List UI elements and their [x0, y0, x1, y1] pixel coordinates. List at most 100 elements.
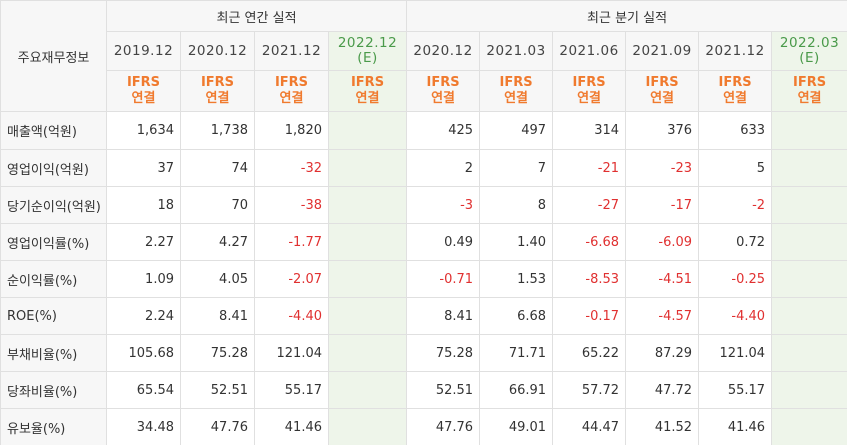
data-cell: 121.04 [699, 335, 772, 372]
period-label: 2020.12 [413, 43, 472, 59]
data-cell [329, 335, 407, 372]
data-cell [772, 112, 847, 150]
data-cell: 66.91 [480, 372, 553, 409]
data-cell: -4.40 [699, 298, 772, 335]
basis-ifrs: IFRS [187, 75, 248, 91]
period-label: 2021.12 [262, 43, 321, 59]
data-cell [329, 187, 407, 224]
data-cell: 55.17 [699, 372, 772, 409]
data-cell: 2 [407, 150, 480, 187]
period-header: 2021.09 [626, 32, 699, 71]
basis-consolidated: 연결 [559, 91, 619, 107]
basis-ifrs: IFRS [113, 75, 174, 91]
data-cell [772, 335, 847, 372]
estimate-marker: (E) [778, 51, 841, 66]
data-cell: 4.05 [181, 261, 255, 298]
data-cell: 0.72 [699, 224, 772, 261]
row-label: 유보율(%) [1, 409, 107, 445]
basis-consolidated: 연결 [335, 91, 400, 107]
period-header: 2021.12 [699, 32, 772, 71]
data-cell: 52.51 [181, 372, 255, 409]
row-label: 영업이익률(%) [1, 224, 107, 261]
data-cell [329, 224, 407, 261]
period-label: 2022.03 [780, 35, 839, 51]
data-cell: 7 [480, 150, 553, 187]
data-cell: 18 [107, 187, 181, 224]
data-cell: 2.24 [107, 298, 181, 335]
data-cell: 44.47 [553, 409, 626, 445]
data-cell: 87.29 [626, 335, 699, 372]
period-header: 2022.12(E) [329, 32, 407, 71]
data-cell: 47.72 [626, 372, 699, 409]
data-cell [772, 409, 847, 445]
data-cell [772, 298, 847, 335]
data-cell: 47.76 [407, 409, 480, 445]
period-label: 2021.03 [486, 43, 545, 59]
data-cell: 376 [626, 112, 699, 150]
period-header: 2021.03 [480, 32, 553, 71]
data-cell: 5 [699, 150, 772, 187]
data-cell: 41.46 [699, 409, 772, 445]
row-label: ROE(%) [1, 298, 107, 335]
period-label: 2021.09 [632, 43, 691, 59]
data-cell: -17 [626, 187, 699, 224]
data-cell: 52.51 [407, 372, 480, 409]
data-cell: -6.09 [626, 224, 699, 261]
data-cell: -32 [255, 150, 329, 187]
data-cell [772, 372, 847, 409]
period-label: 2021.06 [559, 43, 618, 59]
data-cell: 1.53 [480, 261, 553, 298]
data-cell [772, 261, 847, 298]
period-header: 2022.03(E) [772, 32, 847, 71]
estimate-marker: (E) [335, 51, 400, 66]
data-cell: 8.41 [181, 298, 255, 335]
basis-ifrs: IFRS [261, 75, 322, 91]
annual-group-header: 최근 연간 실적 [107, 1, 407, 32]
basis-consolidated: 연결 [778, 91, 841, 107]
basis-ifrs: IFRS [486, 75, 546, 91]
period-header: 2020.12 [181, 32, 255, 71]
data-cell: -23 [626, 150, 699, 187]
basis-consolidated: 연결 [486, 91, 546, 107]
data-cell [329, 372, 407, 409]
period-label: 2020.12 [188, 43, 247, 59]
data-cell: 65.54 [107, 372, 181, 409]
data-cell [772, 187, 847, 224]
data-cell: 47.76 [181, 409, 255, 445]
data-cell [329, 409, 407, 445]
basis-consolidated: 연결 [187, 91, 248, 107]
data-cell: 1.40 [480, 224, 553, 261]
data-cell: 121.04 [255, 335, 329, 372]
data-cell: 8 [480, 187, 553, 224]
data-cell: 497 [480, 112, 553, 150]
period-header: 2020.12 [407, 32, 480, 71]
data-cell: 105.68 [107, 335, 181, 372]
data-cell [772, 150, 847, 187]
data-cell: -0.71 [407, 261, 480, 298]
data-cell: 75.28 [181, 335, 255, 372]
basis-ifrs: IFRS [632, 75, 692, 91]
data-cell: 71.71 [480, 335, 553, 372]
data-cell: 65.22 [553, 335, 626, 372]
row-label: 영업이익(억원) [1, 150, 107, 187]
data-cell [329, 261, 407, 298]
data-cell: 70 [181, 187, 255, 224]
data-cell: 1,634 [107, 112, 181, 150]
row-label: 부채비율(%) [1, 335, 107, 372]
data-cell: 55.17 [255, 372, 329, 409]
basis-consolidated: 연결 [261, 91, 322, 107]
basis-consolidated: 연결 [113, 91, 174, 107]
row-label: 당기순이익(억원) [1, 187, 107, 224]
